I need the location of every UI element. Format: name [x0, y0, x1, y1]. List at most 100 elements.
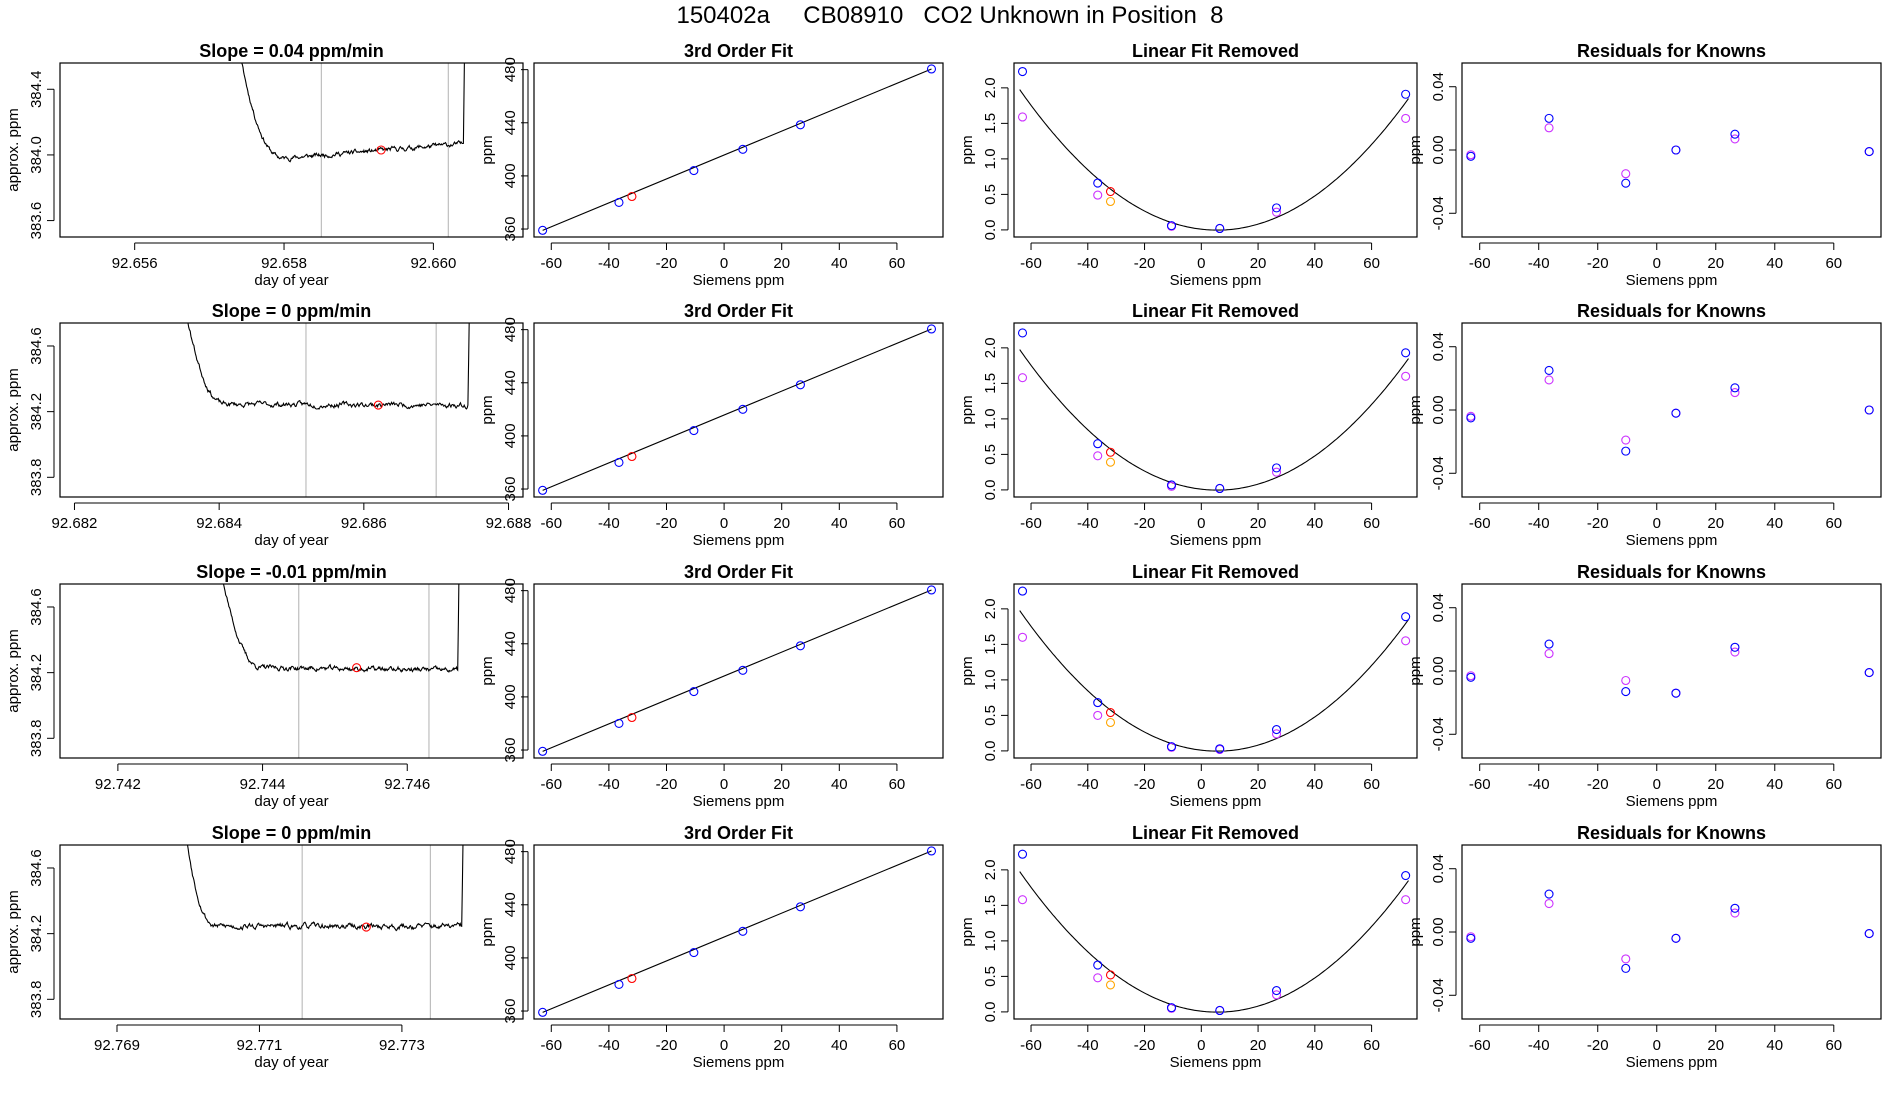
y-tick-label: 384.4: [28, 70, 45, 108]
y-tick-label: 1.0: [982, 408, 999, 429]
fit-line: [542, 850, 932, 1013]
residual-point: [1621, 178, 1631, 188]
x-tick-label: 92.688: [486, 515, 532, 532]
alt-point: [1401, 636, 1411, 646]
y-tick-label: 440: [502, 631, 519, 656]
x-tick-label: -60: [1020, 1037, 1042, 1054]
residual-point: [1544, 113, 1554, 123]
y-tick-label: 1.5: [982, 373, 999, 394]
y-tick-label: 1.0: [982, 930, 999, 951]
known-point: [1215, 483, 1225, 494]
x-tick-label: -40: [1077, 515, 1099, 532]
x-tick-label: 20: [773, 515, 790, 532]
known-point: [738, 144, 748, 154]
x-tick-label: -20: [656, 776, 678, 793]
plot-frame: [533, 62, 944, 238]
panel-title: 3rd Order Fit: [684, 823, 793, 843]
y-tick-label: 1.0: [982, 148, 999, 169]
alt-point: [1093, 451, 1103, 461]
y-tick-label: 440: [502, 110, 519, 135]
plot-frame: [533, 322, 944, 498]
panel-title: 3rd Order Fit: [684, 41, 793, 61]
y-tick-label: 480: [502, 317, 519, 342]
y-tick-label: 384.6: [28, 327, 45, 365]
y-tick-label: 0.04: [1430, 593, 1447, 622]
y-axis-label: ppm: [1407, 395, 1424, 424]
alt-point: [1401, 113, 1411, 123]
known-point: [614, 979, 624, 990]
x-tick-label: 92.658: [261, 255, 307, 272]
y-tick-label: -0.04: [1430, 456, 1447, 490]
y-tick-label: 0.04: [1430, 854, 1447, 883]
y-tick-label: 0.0: [982, 1001, 999, 1022]
page-title: 150402a CB08910 CO2 Unknown in Position …: [676, 2, 1224, 29]
x-tick-label: 0: [1197, 776, 1205, 793]
alt-point: [1093, 710, 1103, 720]
fit-line: [542, 68, 932, 231]
x-tick-label: 20: [773, 1037, 790, 1054]
y-tick-label: 384.6: [28, 588, 45, 626]
unknown-point: [627, 451, 637, 462]
known-point: [738, 665, 748, 675]
data-layer: [1017, 328, 1411, 494]
panel-linear_removed-2: Linear Fit Removed -60 -40 -20 0 20 40 60 Siemen…: [959, 562, 1418, 810]
panel-fit-0: 3rd Order Fit -60 -40 -20 0 20 40 60 Siemens ppm…: [479, 41, 944, 289]
y-axis-label: ppm: [1407, 135, 1424, 164]
x-tick-label: -40: [1528, 1037, 1550, 1054]
panel-trace-1: Slope = 0 ppm/min 92.682 92.684 92.686 92.68…: [5, 301, 532, 549]
fit-line: [542, 328, 932, 491]
x-tick-label: -60: [1020, 255, 1042, 272]
alt-residual-point: [1730, 908, 1740, 918]
alt-residual-point: [1544, 375, 1554, 385]
alt-point: [1271, 467, 1282, 477]
x-tick-label: 40: [831, 1037, 848, 1054]
x-tick-label: 92.742: [95, 776, 141, 793]
known-point: [1166, 742, 1177, 752]
known-point: [1093, 698, 1103, 708]
x-tick-label: 20: [773, 776, 790, 793]
panel-title: 3rd Order Fit: [684, 301, 793, 321]
x-tick-label: 60: [1825, 776, 1842, 793]
x-tick-label: 40: [1306, 255, 1323, 272]
panel-trace-3: Slope = 0 ppm/min 92.769 92.771 92.773 day o…: [5, 823, 524, 1071]
x-tick-label: -20: [1587, 255, 1609, 272]
x-tick-label: 60: [1825, 1037, 1842, 1054]
y-tick-label: 480: [502, 57, 519, 82]
fit-curve: [1019, 89, 1409, 231]
data-layer: [1466, 113, 1874, 188]
plot-frame: [1461, 844, 1882, 1020]
x-tick-label: 0: [1197, 255, 1205, 272]
panel-residuals-0: Residuals for Knowns -60 -40 -20 0 20 40 60 Siem…: [1407, 41, 1882, 289]
y-tick-label: 400: [502, 423, 519, 448]
panel-title: Slope = -0.01 ppm/min: [196, 562, 387, 582]
alt-point: [1017, 112, 1028, 122]
residual-point: [1671, 688, 1681, 698]
fit-curve: [1019, 610, 1409, 752]
x-tick-label: 60: [1825, 515, 1842, 532]
x-tick-label: 20: [1707, 255, 1724, 272]
alt-residual-point: [1730, 647, 1740, 657]
x-axis-label: Siemens ppm: [1626, 272, 1718, 289]
known-point: [1166, 1003, 1177, 1013]
y-tick-label: 0.0: [982, 479, 999, 500]
known-point: [1401, 348, 1411, 358]
panel-title: Slope = 0.04 ppm/min: [199, 41, 384, 61]
residual-point: [1671, 145, 1681, 155]
plot-frame: [1461, 322, 1882, 498]
known-point: [1401, 89, 1411, 99]
y-axis-label: ppm: [959, 917, 976, 946]
alt-point: [1017, 632, 1028, 642]
x-tick-label: 92.771: [237, 1037, 283, 1054]
unknown-point: [1105, 186, 1116, 197]
known-point: [689, 426, 699, 436]
x-tick-label: 0: [720, 515, 728, 532]
panel-fit-3: 3rd Order Fit -60 -40 -20 0 20 40 60 Siemens ppm…: [479, 823, 944, 1071]
y-tick-label: 1.0: [982, 669, 999, 690]
residual-point: [1466, 933, 1476, 943]
residual-point: [1621, 446, 1631, 456]
known-point: [738, 926, 748, 936]
y-tick-label: 360: [502, 999, 519, 1024]
plot-frame: [1013, 62, 1418, 238]
alt-point: [1017, 895, 1028, 905]
y-tick-label: 0.5: [982, 184, 999, 205]
